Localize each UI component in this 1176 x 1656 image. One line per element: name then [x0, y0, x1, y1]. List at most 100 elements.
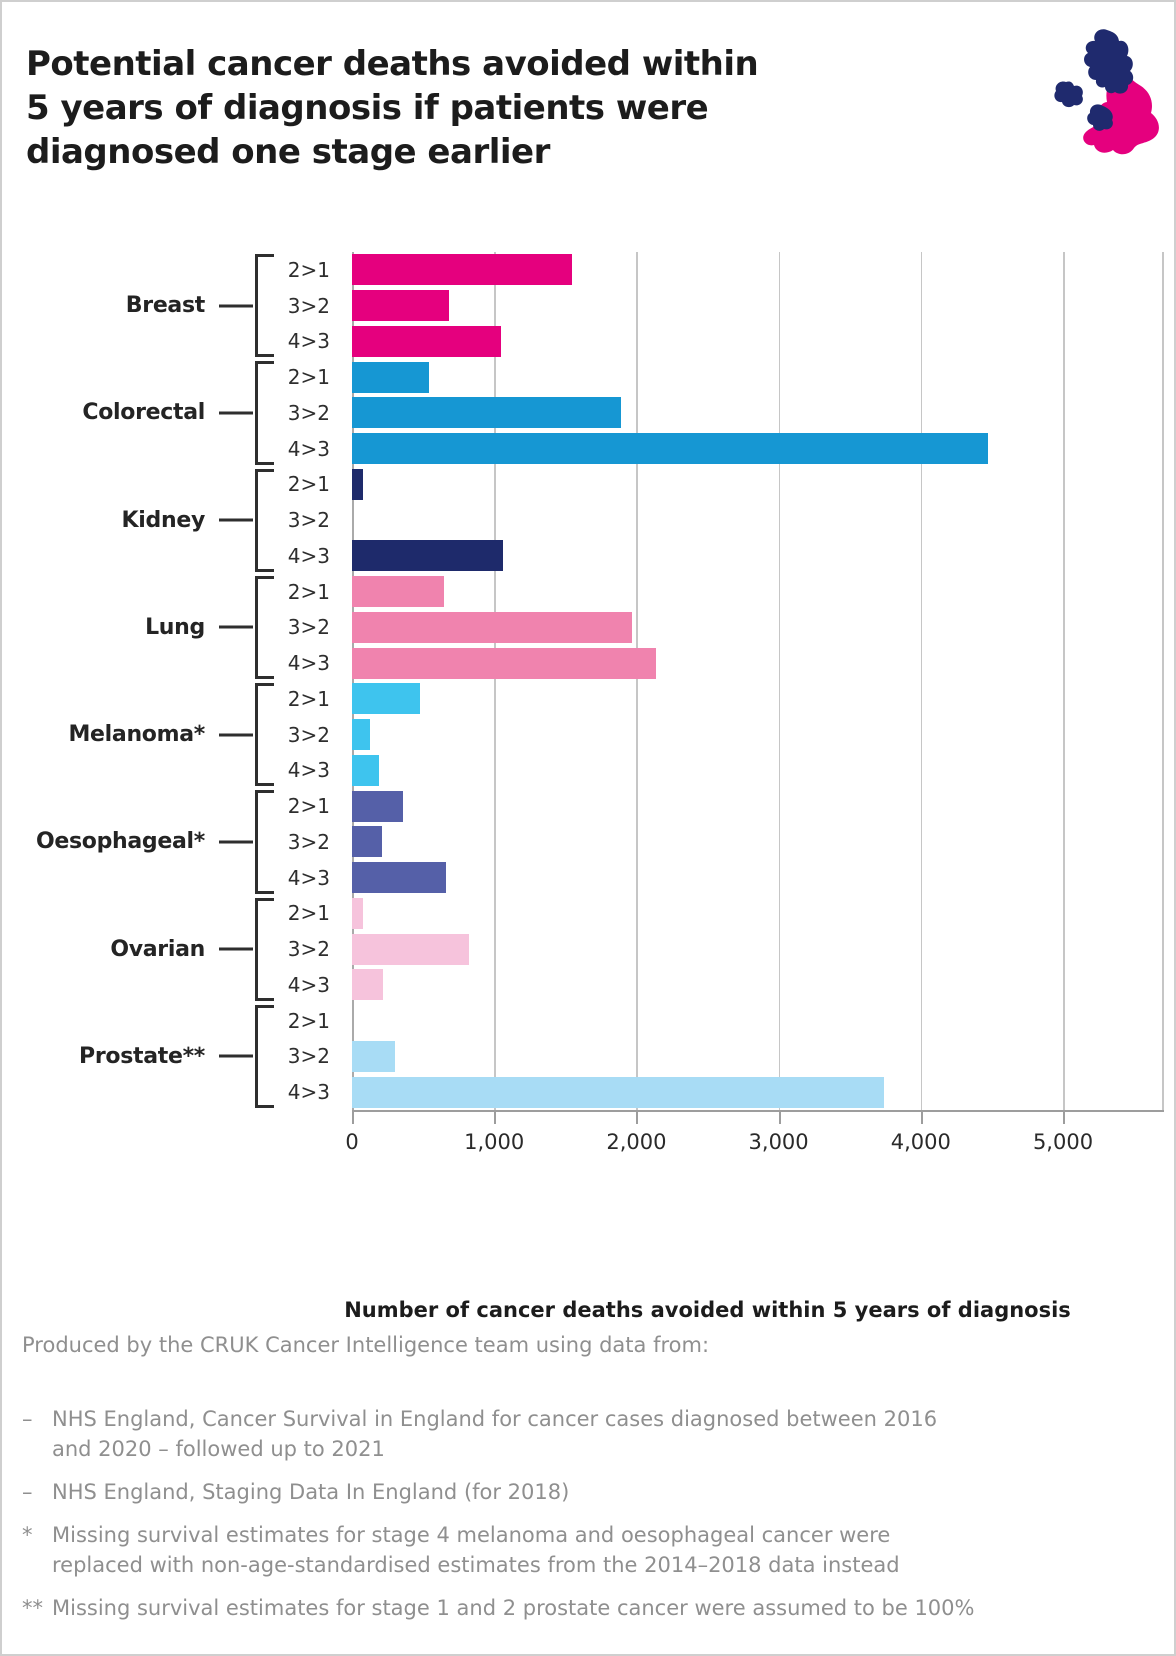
bar-breast-2to1 — [352, 254, 573, 286]
stage-label: 4>3 — [287, 972, 330, 997]
footnote-item: ** Missing survival estimates for stage 1… — [22, 1593, 1082, 1623]
group-rows: 2>1 3>2 4>3 — [274, 788, 1174, 895]
uk-map-wales-shape — [1087, 104, 1113, 131]
gridline — [920, 252, 923, 1110]
bar-group-prostate: Prostate** 2>1 3>2 4>3 — [2, 1003, 1174, 1110]
group-rows: 2>1 3>2 4>3 — [274, 681, 1174, 788]
bar-track — [352, 505, 1174, 536]
x-tick-label: 3,000 — [748, 1130, 809, 1154]
bar-prostate-4to3 — [352, 1076, 884, 1108]
footnote-prefix: – — [22, 1407, 33, 1431]
group-label: Prostate** — [2, 1003, 255, 1110]
bar-row: 3>2 — [274, 931, 1174, 967]
bar-group-breast: Breast 2>1 3>2 4>3 — [2, 252, 1174, 359]
stage-label: 2>1 — [287, 1008, 330, 1033]
group-rows: 2>1 3>2 4>3 — [274, 574, 1174, 681]
bar-ovarian-4to3 — [352, 969, 384, 1001]
group-label: Melanoma* — [2, 681, 255, 788]
bar-colorectal-2to1 — [352, 361, 429, 393]
group-label: Oesophageal* — [2, 788, 255, 895]
x-tick-label: 1,000 — [464, 1130, 525, 1154]
page-title-line: 5 years of diagnosis if patients were — [26, 88, 709, 128]
gridline — [778, 252, 781, 1110]
bar-track — [352, 897, 1174, 929]
bar-row: 2>1 — [274, 467, 1174, 503]
bar-track — [352, 611, 1174, 643]
stage-label: 4>3 — [287, 543, 330, 568]
footnote-text: Missing survival estimates for stage 1 a… — [52, 1596, 975, 1620]
stage-label: 4>3 — [287, 758, 330, 783]
bar-track — [352, 683, 1174, 715]
bar-colorectal-3to2 — [352, 397, 621, 429]
bar-group-lung: Lung 2>1 3>2 4>3 — [2, 574, 1174, 681]
bar-melanoma-3to2 — [352, 719, 370, 751]
footnote-prefix: – — [22, 1480, 33, 1504]
group-label: Colorectal — [2, 359, 255, 466]
stage-label: 4>3 — [287, 865, 330, 890]
group-bracket — [255, 790, 274, 894]
group-bracket — [255, 361, 274, 465]
footnote-text: NHS England, Staging Data In England (fo… — [52, 1480, 570, 1504]
group-label: Breast — [2, 252, 255, 359]
footnote-prefix: * — [22, 1523, 33, 1547]
bar-group-melanoma: Melanoma* 2>1 3>2 4>3 — [2, 681, 1174, 788]
stage-label: 2>1 — [287, 794, 330, 819]
bar-row: 4>3 — [274, 860, 1174, 896]
footer-notes: Produced by the CRUK Cancer Intelligence… — [22, 1330, 1082, 1636]
bar-ovarian-3to2 — [352, 933, 469, 965]
bar-row: 4>3 — [274, 431, 1174, 467]
footnote-text: NHS England, Cancer Survival in England … — [52, 1407, 938, 1461]
group-rows: 2>1 3>2 4>3 — [274, 467, 1174, 574]
bar-track — [352, 754, 1174, 786]
bar-track — [352, 1005, 1174, 1036]
x-tick-label: 5,000 — [1032, 1130, 1094, 1154]
bar-track — [352, 576, 1174, 608]
bar-row: 4>3 — [274, 967, 1174, 1003]
group-label-text: Melanoma* — [68, 722, 205, 748]
gridline — [494, 252, 496, 1110]
bar-track — [352, 433, 1174, 465]
stage-label: 2>1 — [287, 579, 330, 604]
stage-label: 4>3 — [287, 329, 330, 354]
bar-track — [352, 290, 1174, 322]
bar-track — [352, 647, 1174, 679]
bar-track — [352, 862, 1174, 894]
bar-prostate-3to2 — [352, 1040, 396, 1072]
group-bracket — [255, 683, 274, 787]
group-label: Kidney — [2, 467, 255, 574]
stage-label: 2>1 — [287, 365, 330, 390]
group-rows: 2>1 3>2 4>3 — [274, 896, 1174, 1003]
bar-oesophageal-2to1 — [352, 790, 404, 822]
bar-melanoma-2to1 — [352, 683, 420, 715]
bar-lung-3to2 — [352, 611, 633, 643]
group-bracket — [255, 468, 274, 572]
plot-grid — [352, 252, 1164, 1110]
bar-track — [352, 719, 1174, 751]
cruk-uk-map-logo — [1054, 29, 1159, 155]
y-axis-line — [352, 252, 354, 1110]
stage-label: 2>1 — [287, 472, 330, 497]
group-label-text: Prostate** — [79, 1043, 205, 1069]
bar-row: 4>3 — [274, 753, 1174, 789]
bar-melanoma-4to3 — [352, 754, 380, 786]
group-bracket — [255, 1004, 274, 1108]
x-tick-label: 4,000 — [890, 1130, 951, 1154]
uk-map-scotland-shape — [1084, 29, 1134, 94]
footnote-item: – NHS England, Staging Data In England (f… — [22, 1477, 1082, 1507]
bar-colorectal-4to3 — [352, 433, 988, 465]
bar-track — [352, 933, 1174, 965]
x-tick-labels: 0 1,000 2,000 3,000 4,000 5,000 — [345, 1130, 1164, 1160]
bar-row: 3>2 — [274, 502, 1174, 538]
stage-label: 3>2 — [287, 1044, 330, 1069]
x-tick-label: 0 — [345, 1130, 359, 1154]
bar-lung-4to3 — [352, 647, 657, 679]
bar-row: 2>1 — [274, 252, 1174, 288]
x-tick — [494, 1110, 497, 1124]
gridline — [1063, 252, 1065, 1110]
x-tick — [778, 1110, 781, 1124]
bar-row: 4>3 — [274, 645, 1174, 681]
stage-label: 2>1 — [287, 686, 330, 711]
bar-track — [352, 826, 1174, 858]
bar-track — [352, 325, 1174, 357]
